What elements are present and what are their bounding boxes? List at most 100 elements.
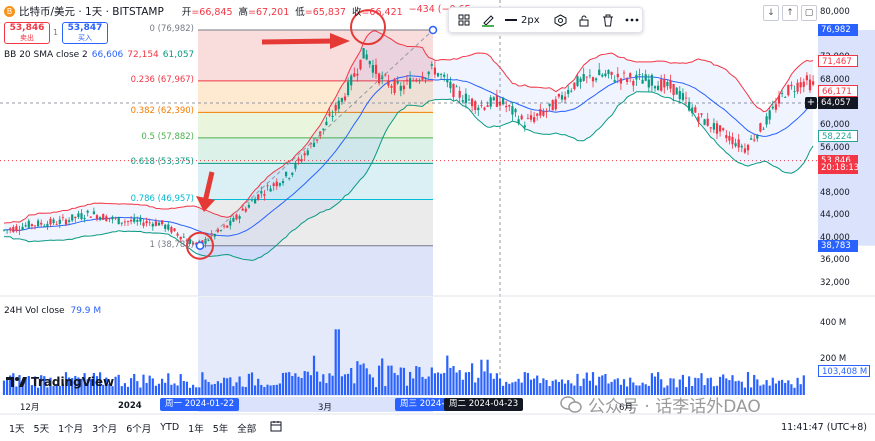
- settings-hexagon-icon[interactable]: [553, 13, 567, 27]
- range-6m[interactable]: 6个月: [126, 423, 152, 435]
- volume-bar: [2, 380, 6, 395]
- brand-text: TradingView: [31, 375, 115, 389]
- volume-bar: [607, 383, 610, 395]
- range-1d[interactable]: 1天: [9, 423, 25, 435]
- candle-body: [533, 117, 536, 122]
- candle-body: [368, 61, 371, 65]
- range-1y[interactable]: 1年: [188, 423, 204, 435]
- volume-bar: [557, 381, 560, 395]
- range-5d[interactable]: 5天: [33, 423, 50, 435]
- candle-body: [254, 198, 257, 204]
- candle-body: [601, 74, 604, 77]
- volume-bar: [762, 384, 765, 395]
- candle-body: [30, 224, 33, 227]
- candle-body: [384, 74, 387, 76]
- price-tag: 76,982: [818, 24, 858, 37]
- range-5y[interactable]: 5年: [212, 423, 229, 435]
- volume-bar: [374, 387, 378, 395]
- candle-body: [753, 139, 756, 141]
- volume-bar: [691, 386, 694, 395]
- volume-bar: [570, 383, 573, 395]
- volume-bar: [483, 371, 486, 395]
- volume-legend[interactable]: 24H Vol close 79.9 M: [4, 306, 101, 316]
- candle-body: [371, 64, 374, 73]
- symbol-title[interactable]: 比特币/美元 · 1天 · BITSTAMP: [19, 5, 164, 18]
- buy-button[interactable]: 53,847 买入: [62, 22, 108, 44]
- expand-icon[interactable]: ↑: [782, 5, 798, 21]
- volume-bar: [688, 376, 691, 395]
- range-1m[interactable]: 1个月: [58, 423, 84, 435]
- candle-body: [675, 87, 678, 95]
- volume-bar: [303, 371, 306, 395]
- ohlc-item: 高=67,201: [239, 4, 290, 18]
- volume-bar: [619, 384, 622, 395]
- volume-bar: [753, 374, 756, 395]
- more-icon[interactable]: [625, 13, 639, 27]
- candle-body: [582, 73, 585, 81]
- volume-bar: [703, 385, 706, 395]
- volume-bar: [148, 375, 151, 395]
- candle-body: [393, 80, 396, 93]
- collapse-icon[interactable]: ↓: [763, 5, 779, 21]
- ohlc-key: 低: [295, 7, 305, 18]
- candle-body: [653, 86, 657, 89]
- candle-body: [325, 121, 328, 126]
- candle-body: [154, 221, 157, 226]
- volume-bar: [340, 376, 343, 395]
- template-grid-icon[interactable]: [457, 13, 471, 27]
- volume-bar: [46, 387, 49, 395]
- candle-body: [353, 73, 356, 77]
- volume-bar: [536, 375, 539, 395]
- range-all[interactable]: 全部: [237, 423, 257, 435]
- volume-bar: [219, 383, 223, 395]
- candle-body: [281, 181, 285, 184]
- volume-bar: [595, 385, 598, 395]
- volume-bar: [378, 365, 381, 395]
- candle-body: [294, 163, 297, 169]
- date-range-icon[interactable]: [270, 420, 282, 435]
- volume-bar: [415, 366, 418, 395]
- volume-bar: [105, 377, 108, 395]
- time-label-mar: 3月: [318, 403, 332, 413]
- range-3m[interactable]: 3个月: [92, 423, 118, 435]
- lock-icon[interactable]: [577, 13, 591, 27]
- ohlc-item: −434 (−0.65: [409, 4, 471, 18]
- volume-bar: [467, 372, 471, 395]
- candle-body: [356, 73, 359, 76]
- volume-bar: [18, 375, 21, 395]
- volume-bar: [740, 381, 743, 395]
- volume-bar: [71, 378, 74, 395]
- range-ytd[interactable]: YTD: [160, 422, 180, 433]
- bollinger-upper-line: [3, 30, 814, 224]
- volume-bar: [188, 387, 192, 395]
- candle-body: [89, 216, 92, 218]
- candle-body: [523, 125, 526, 128]
- volume-bar: [291, 375, 294, 395]
- candle-body: [567, 89, 570, 94]
- add-alert-plus-icon[interactable]: +: [805, 97, 817, 109]
- trash-icon[interactable]: [601, 13, 615, 27]
- maximize-icon[interactable]: ▢: [801, 5, 817, 21]
- volume-bar: [582, 378, 585, 395]
- volume-bar: [480, 359, 483, 395]
- bb-indicator-legend[interactable]: BB 20 SMA close 2 66,606 72,154 61,057: [4, 50, 194, 60]
- volume-bar: [192, 384, 195, 395]
- candle-body: [700, 113, 703, 115]
- volume-bar: [666, 385, 669, 395]
- volume-bar: [213, 383, 216, 395]
- sell-button[interactable]: 53,846 卖出: [4, 22, 50, 44]
- volume-bar: [647, 385, 650, 395]
- volume-bar: [334, 329, 337, 395]
- volume-bar: [675, 387, 678, 395]
- line-width-button[interactable]: 2px: [505, 13, 543, 27]
- candle-body: [681, 93, 684, 101]
- price-tick-label: 40,000: [820, 232, 850, 243]
- bb-lower-value: 61,057: [162, 50, 195, 60]
- clock-timezone[interactable]: 11:41:47 (UTC+8): [781, 422, 867, 433]
- line-color-pencil-icon[interactable]: [481, 13, 495, 27]
- volume-bar: [517, 378, 520, 395]
- volume-bar: [139, 387, 142, 395]
- candle-body: [74, 216, 77, 219]
- bb-mid-value: 66,606: [91, 50, 124, 60]
